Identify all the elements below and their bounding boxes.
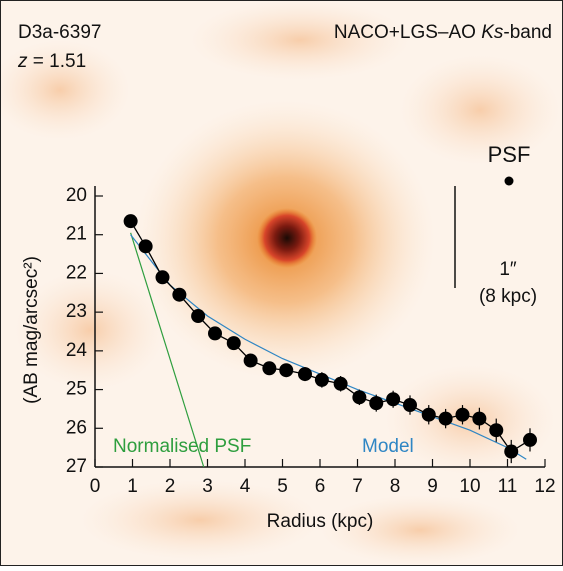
scale-label-kpc: (8 kpc) xyxy=(479,286,537,307)
y-tick-label: 23 xyxy=(66,301,87,322)
band: Ks xyxy=(481,22,504,43)
x-tick-label: 11 xyxy=(498,476,518,497)
data-point xyxy=(333,376,348,391)
data-point xyxy=(352,390,367,405)
data-point xyxy=(262,361,277,376)
y-tick-label: 25 xyxy=(66,379,87,400)
object-name: D3a-6397 xyxy=(18,22,101,43)
data-point xyxy=(504,444,519,459)
data-point xyxy=(279,363,294,378)
x-axis-label: Radius (kpc) xyxy=(267,511,374,532)
data-point xyxy=(155,270,170,285)
data-point xyxy=(421,407,436,422)
series-label: Normalised PSF xyxy=(113,436,251,457)
instrument: NACO+LGS–AO Ks-band xyxy=(334,22,552,43)
y-tick-label: 24 xyxy=(66,340,88,361)
data-point xyxy=(314,372,329,387)
data-point xyxy=(369,396,384,411)
instrument-name: NACO+LGS–AO xyxy=(334,22,476,43)
data-point xyxy=(298,367,312,382)
x-tick-label: 10 xyxy=(459,476,480,497)
x-tick-label: 8 xyxy=(390,476,401,497)
y-tick-label: 21 xyxy=(66,224,87,245)
redshift: z = 1.51 xyxy=(17,51,86,72)
y-tick-label: 27 xyxy=(66,456,87,477)
header: D3a-6397 z = 1.51 NACO+LGS–AO Ks-band PS… xyxy=(17,22,552,307)
series-label: Model xyxy=(362,436,414,457)
x-tick-label: 6 xyxy=(315,476,326,497)
x-tick-label: 9 xyxy=(427,476,438,497)
data-point xyxy=(438,411,453,426)
x-tick-label: 7 xyxy=(352,476,363,497)
data-point xyxy=(172,287,187,302)
data-point xyxy=(243,353,258,368)
x-tick-label: 12 xyxy=(534,476,555,497)
x-tick-label: 2 xyxy=(165,476,176,497)
y-tick-label: 20 xyxy=(66,185,87,206)
x-tick-label: 0 xyxy=(90,476,101,497)
y-tick-label: 22 xyxy=(66,262,87,283)
band-suffix: -band xyxy=(503,22,552,43)
data-point xyxy=(226,336,241,351)
data-point xyxy=(489,423,504,438)
x-tick-label: 1 xyxy=(127,476,138,497)
scale-label: 1″ xyxy=(499,259,517,280)
data-point xyxy=(208,326,222,341)
redshift-value: = 1.51 xyxy=(33,51,86,72)
data-point xyxy=(123,214,138,229)
x-tick-label: 5 xyxy=(277,476,288,497)
y-tick-label: 26 xyxy=(66,417,87,438)
redshift-symbol: z xyxy=(17,51,28,72)
data-point xyxy=(386,392,401,407)
data-point xyxy=(455,407,470,422)
x-tick-label: 3 xyxy=(202,476,213,497)
data-point xyxy=(138,239,153,254)
series-line xyxy=(130,232,205,468)
psf-dot xyxy=(504,176,514,186)
psf-label: PSF xyxy=(488,142,531,167)
data-point xyxy=(523,432,537,447)
data-point xyxy=(472,411,487,426)
data-point xyxy=(403,398,417,413)
data-point xyxy=(191,309,206,324)
x-tick-label: 4 xyxy=(240,476,251,497)
y-axis-label: (AB mag/arcsec²) xyxy=(21,256,42,404)
